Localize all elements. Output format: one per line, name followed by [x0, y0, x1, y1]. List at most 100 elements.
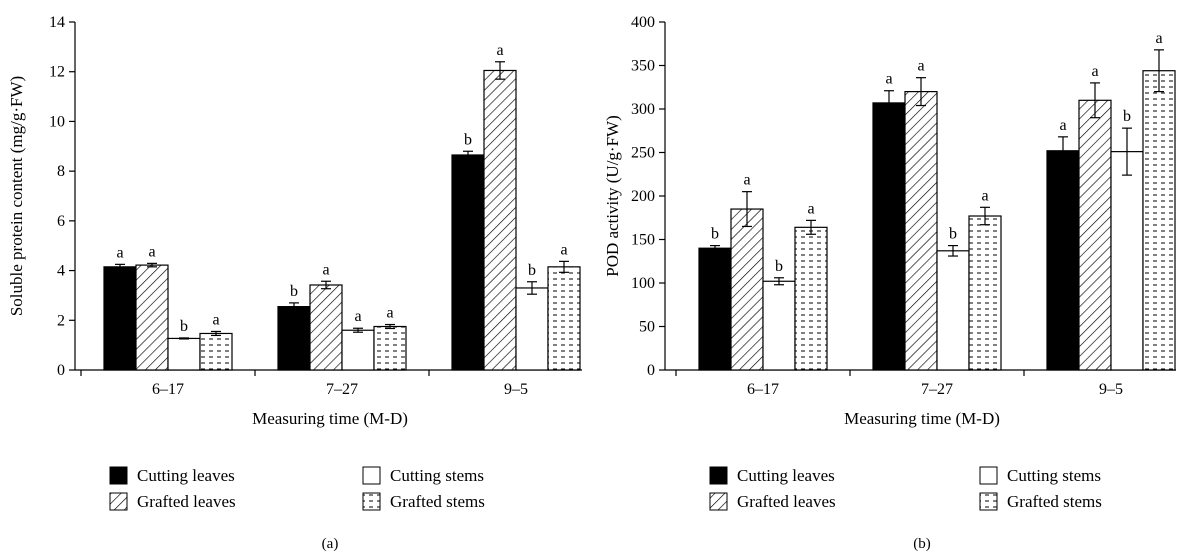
significance-label-cutting-stems-a: a	[354, 308, 361, 325]
bar-cutting-leaves-a	[103, 266, 137, 371]
y-tick-label-a: 12	[49, 64, 65, 81]
significance-label-grafted-leaves-a: a	[496, 42, 503, 59]
error-bar-grafted-leaves-a	[147, 262, 157, 268]
legend-swatch-cutting-stems	[362, 466, 381, 485]
bar-grafted-stems-a	[199, 332, 233, 371]
y-tick-label-a: 8	[57, 163, 65, 180]
y-tick-label-b: 0	[647, 362, 655, 379]
error-bar-grafted-leaves-a	[321, 280, 331, 290]
bar-grafted-stems-b	[794, 226, 828, 371]
significance-label-cutting-leaves-b: b	[711, 226, 719, 243]
legend-label-grafted-leaves: Grafted leaves	[737, 492, 836, 511]
chart-panel-b: POD activity (U/g·FW) Measuring time (M-…	[603, 14, 1176, 552]
legend-label-grafted-stems: Grafted stems	[1007, 492, 1102, 511]
bar-grafted-leaves-a	[309, 284, 343, 371]
y-tick-label-b: 150	[631, 232, 655, 249]
x-tick-label-a: 9–5	[504, 381, 528, 398]
x-tick-label-a: 7–27	[326, 381, 358, 398]
error-bar-cutting-stems-a	[179, 337, 189, 340]
significance-label-cutting-stems-b: b	[775, 258, 783, 275]
bar-cutting-leaves-b	[872, 102, 906, 371]
y-tick-label-b: 50	[639, 319, 655, 336]
error-bar-cutting-stems-a	[353, 327, 363, 333]
legend-label-cutting-stems: Cutting stems	[1007, 466, 1101, 485]
error-bar-grafted-stems-b	[980, 206, 990, 226]
legend-label-grafted-stems: Grafted stems	[390, 492, 485, 511]
significance-label-grafted-stems-b: a	[1155, 30, 1162, 47]
y-tick-label-b: 350	[631, 58, 655, 75]
x-axis-label-a: Measuring time (M-D)	[252, 409, 408, 428]
error-bar-cutting-leaves-b	[710, 244, 720, 252]
significance-label-grafted-stems-a: a	[386, 305, 393, 322]
bar-grafted-stems-b	[1142, 70, 1176, 371]
error-bar-grafted-stems-a	[211, 330, 221, 337]
x-tick-label-b: 6–17	[747, 381, 779, 398]
error-bar-grafted-stems-b	[806, 219, 816, 235]
legend-label-cutting-leaves: Cutting leaves	[137, 466, 235, 485]
chart-panel-a: Soluble protein content (mg/g·FW) Measur…	[7, 14, 582, 552]
panel-label-b: (b)	[913, 536, 931, 552]
error-bar-grafted-stems-a	[385, 323, 395, 330]
significance-label-grafted-leaves-a: a	[322, 261, 329, 278]
significance-label-grafted-stems-b: a	[981, 187, 988, 204]
y-tick-label-a: 6	[57, 213, 65, 230]
legend-swatch-cutting-leaves	[109, 466, 128, 485]
legend-swatch-grafted-leaves	[709, 492, 728, 511]
bar-grafted-stems-b	[968, 215, 1002, 371]
significance-label-cutting-stems-a: b	[180, 318, 188, 335]
error-bar-grafted-stems-a	[559, 260, 569, 273]
significance-label-cutting-stems-a: b	[528, 262, 536, 279]
legend-b: Cutting leaves Grafted leaves Cutting st…	[709, 466, 1102, 511]
error-bar-cutting-leaves-b	[1058, 136, 1068, 166]
y-tick-label-b: 300	[631, 101, 655, 118]
bar-cutting-stems-b	[936, 250, 970, 371]
legend-swatch-grafted-leaves	[109, 492, 128, 511]
y-tick-label-b: 100	[631, 275, 655, 292]
panel-label-a: (a)	[322, 536, 339, 552]
bar-cutting-leaves-b	[698, 247, 732, 371]
legend-swatch-grafted-stems	[979, 492, 998, 511]
bar-cutting-leaves-a	[277, 306, 311, 371]
y-tick-label-b: 200	[631, 188, 655, 205]
bar-grafted-leaves-b	[1078, 99, 1112, 371]
significance-label-grafted-leaves-b: a	[917, 58, 924, 75]
error-bar-cutting-leaves-b	[884, 90, 894, 116]
bar-cutting-leaves-b	[1046, 150, 1080, 371]
legend-label-cutting-stems: Cutting stems	[390, 466, 484, 485]
error-bar-cutting-stems-b	[774, 277, 784, 286]
y-tick-label-a: 10	[49, 113, 65, 130]
significance-label-cutting-leaves-a: b	[290, 283, 298, 300]
significance-label-cutting-leaves-b: a	[885, 71, 892, 88]
significance-label-cutting-stems-b: b	[1123, 108, 1131, 125]
bar-grafted-stems-a	[373, 325, 407, 371]
error-bar-cutting-stems-a	[527, 281, 537, 295]
legend-swatch-cutting-stems	[979, 466, 998, 485]
error-bar-cutting-leaves-a	[463, 150, 473, 160]
legend-swatch-grafted-stems	[362, 492, 381, 511]
significance-label-cutting-stems-b: b	[949, 226, 957, 243]
x-axis-label-b: Measuring time (M-D)	[844, 409, 1000, 428]
bar-grafted-leaves-a	[483, 69, 517, 371]
error-bar-cutting-stems-b	[948, 244, 958, 257]
y-tick-label-b: 400	[631, 14, 655, 31]
legend-label-grafted-leaves: Grafted leaves	[137, 492, 236, 511]
bar-cutting-stems-a	[167, 337, 201, 371]
x-tick-label-b: 9–5	[1099, 381, 1123, 398]
bar-grafted-leaves-b	[730, 208, 764, 371]
y-tick-label-b: 250	[631, 145, 655, 162]
error-bar-cutting-leaves-a	[289, 302, 299, 311]
legend-a: Cutting leaves Grafted leaves Cutting st…	[109, 466, 485, 511]
error-bar-grafted-leaves-b	[1090, 82, 1100, 119]
error-bar-grafted-stems-b	[1154, 49, 1164, 93]
error-bar-cutting-stems-b	[1122, 127, 1132, 176]
significance-label-grafted-leaves-a: a	[148, 243, 155, 260]
bar-cutting-stems-b	[1110, 151, 1144, 371]
x-tick-label-a: 6–17	[152, 381, 184, 398]
y-tick-label-a: 0	[57, 362, 65, 379]
bar-grafted-stems-a	[547, 266, 581, 371]
significance-label-cutting-leaves-a: b	[464, 131, 472, 148]
legend-label-cutting-leaves: Cutting leaves	[737, 466, 835, 485]
y-tick-label-a: 14	[49, 14, 65, 31]
significance-label-grafted-stems-a: a	[560, 241, 567, 258]
y-axis-label-b: POD activity (U/g·FW)	[603, 115, 622, 276]
